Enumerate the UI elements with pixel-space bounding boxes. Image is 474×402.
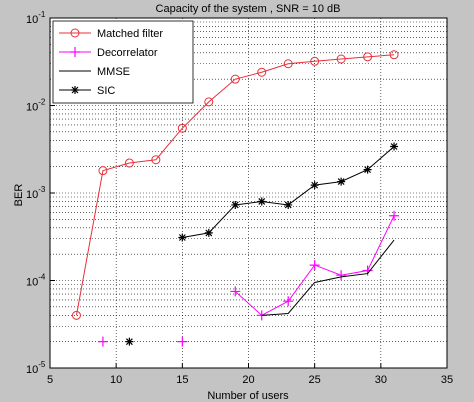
legend-label: SIC [97, 85, 115, 97]
legend-marker [70, 28, 80, 38]
y-tick-exponent: -2 [38, 98, 46, 107]
y-tick-label: 10-5 [26, 360, 46, 376]
data-point [283, 296, 294, 307]
legend-marker [71, 86, 79, 94]
data-point [124, 158, 134, 168]
data-point [336, 54, 346, 64]
x-tick-label: 15 [176, 374, 188, 386]
data-point [310, 181, 319, 190]
data-point [390, 142, 399, 151]
data-point [363, 165, 372, 174]
y-tick-label: 10-2 [26, 98, 46, 114]
data-point [97, 336, 108, 347]
data-point [204, 97, 214, 107]
data-point [283, 59, 293, 69]
x-tick-label: 35 [441, 374, 453, 386]
axes-frame [49, 17, 448, 369]
data-point [284, 200, 293, 209]
data-point [309, 260, 320, 271]
data-point [257, 67, 267, 77]
y-tick-base: 10 [26, 102, 38, 114]
series-line [75, 54, 395, 316]
y-tick-label: 10-3 [26, 185, 46, 201]
legend-marker [70, 47, 80, 57]
x-tick-label: 10 [110, 374, 122, 386]
y-tick-exponent: -3 [38, 185, 46, 194]
data-point [204, 228, 213, 237]
y-tick-base: 10 [26, 14, 38, 26]
series-line [261, 239, 395, 316]
data-point [231, 200, 240, 209]
data-point [178, 233, 187, 242]
x-tick-label: 25 [309, 374, 321, 386]
data-point [177, 336, 188, 347]
y-tick-exponent: -4 [38, 273, 46, 282]
data-point [230, 286, 241, 297]
data-point [71, 310, 81, 320]
x-tick-label: 30 [375, 374, 387, 386]
chart-title: Capacity of the system , SNR = 10 dB [156, 3, 341, 15]
data-point [98, 166, 108, 176]
data-point [363, 52, 373, 62]
x-tick-label: 20 [242, 374, 254, 386]
data-point [177, 123, 187, 133]
data-point [151, 155, 161, 165]
data-point [389, 50, 399, 60]
data-point [337, 177, 346, 186]
x-tick-label: 5 [47, 374, 53, 386]
y-tick-exponent: -5 [38, 360, 46, 369]
data-point [257, 197, 266, 206]
y-tick-label: 10-1 [26, 10, 46, 26]
data-point [389, 210, 400, 221]
y-tick-exponent: -1 [38, 10, 46, 19]
y-axis-label: BER [13, 184, 25, 207]
legend-label: MMSE [97, 66, 130, 78]
y-tick-label: 10-4 [26, 273, 46, 289]
data-point [125, 337, 134, 346]
y-tick-base: 10 [26, 189, 38, 201]
data-point [310, 56, 320, 66]
legend-label: Matched filter [97, 28, 163, 40]
x-axis-label: Number of users [207, 390, 289, 402]
y-tick-base: 10 [26, 364, 38, 376]
legend-label: Decorrelator [97, 47, 158, 59]
data-point [230, 74, 240, 84]
data-point [336, 270, 347, 281]
y-tick-base: 10 [26, 277, 38, 289]
